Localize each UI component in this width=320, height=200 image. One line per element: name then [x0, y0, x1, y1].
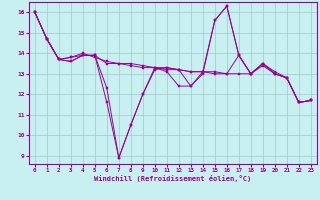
X-axis label: Windchill (Refroidissement éolien,°C): Windchill (Refroidissement éolien,°C) [94, 175, 252, 182]
